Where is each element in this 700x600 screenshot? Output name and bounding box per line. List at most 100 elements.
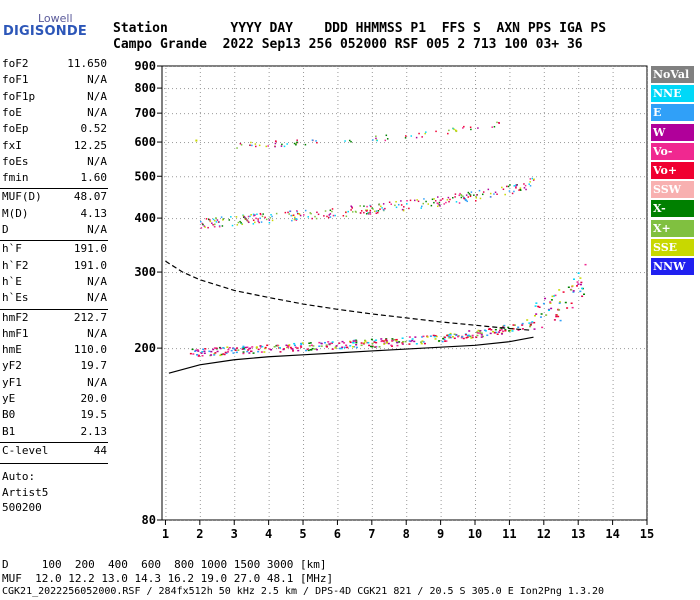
grid-dot (520, 176, 521, 178)
grid-dot (371, 344, 373, 345)
grid-dot (509, 216, 511, 217)
echo-point (384, 339, 387, 342)
grid-dot (612, 84, 614, 85)
grid-dot (272, 113, 273, 115)
grid-dot (572, 218, 573, 220)
echo-point (304, 143, 307, 146)
grid-dot (616, 176, 617, 178)
grid-dot (303, 76, 305, 77)
grid-dot (578, 312, 580, 313)
grid-dot (348, 520, 349, 521)
echo-point (432, 334, 435, 337)
grid-dot (165, 164, 167, 165)
echo-point (195, 139, 198, 142)
grid-dot (288, 176, 289, 178)
grid-dot (496, 66, 497, 67)
echo-point (425, 200, 427, 203)
grid-dot (165, 284, 167, 285)
grid-dot (480, 272, 481, 274)
grid-dot (624, 142, 625, 144)
echo-point (236, 224, 239, 226)
echo-point (208, 218, 211, 221)
grid-dot (440, 500, 442, 501)
grid-dot (543, 244, 545, 245)
echo-point (288, 213, 290, 215)
grid-dot (647, 88, 648, 89)
grid-dot (303, 488, 305, 489)
param-value: N/A (87, 326, 107, 340)
grid-dot (406, 408, 408, 409)
echo-point (259, 212, 262, 215)
grid-dot (406, 316, 408, 317)
grid-dot (509, 340, 511, 341)
grid-dot (268, 440, 270, 441)
echo-point (410, 135, 413, 137)
grid-dot (440, 148, 442, 149)
grid-dot (371, 432, 373, 433)
grid-dot (475, 260, 477, 261)
grid-dot (543, 460, 545, 461)
grid-dot (303, 312, 305, 313)
param-row: h`F2 191.0 (2, 259, 107, 275)
grid-dot (220, 113, 221, 115)
echo-point (364, 340, 367, 342)
grid-dot (612, 140, 614, 141)
grid-dot (543, 284, 545, 285)
grid-dot (303, 384, 305, 385)
grid-dot (337, 200, 339, 201)
grid-dot (337, 388, 339, 389)
grid-dot (165, 368, 167, 369)
echo-point (422, 335, 425, 338)
grid-dot (488, 520, 489, 521)
grid-dot (234, 368, 236, 369)
echo-point (382, 340, 385, 342)
grid-dot (368, 348, 369, 350)
grid-dot (212, 176, 213, 178)
grid-dot (406, 480, 408, 481)
echo-point (453, 128, 455, 131)
grid-dot (578, 268, 580, 269)
echo-point (477, 332, 480, 334)
echo-point (310, 344, 313, 347)
grid-dot (268, 324, 270, 325)
grid-dot (232, 142, 233, 144)
grid-dot (344, 113, 345, 115)
echo-point (470, 191, 473, 193)
grid-dot (234, 512, 236, 513)
grid-dot (165, 352, 167, 353)
grid-dot (428, 272, 429, 274)
grid-dot (512, 88, 513, 90)
grid-dot (509, 208, 511, 209)
grid-dot (578, 316, 580, 317)
echo-point (197, 355, 200, 358)
grid-dot (192, 142, 193, 144)
grid-dot (544, 272, 545, 274)
grid-dot (496, 272, 497, 274)
grid-dot (234, 384, 236, 385)
grid-dot (165, 84, 167, 85)
grid-dot (268, 280, 270, 281)
grid-dot (543, 144, 545, 145)
logo-digisonde: DIGISONDE (3, 24, 87, 39)
grid-dot (371, 396, 373, 397)
grid-dot (440, 296, 442, 297)
echo-point (420, 207, 422, 209)
grid-dot (647, 80, 648, 81)
grid-dot (647, 248, 648, 249)
grid-dot (540, 88, 541, 90)
grid-dot (500, 142, 501, 144)
echo-point (201, 354, 204, 357)
grid-dot (509, 268, 511, 269)
grid-dot (337, 108, 339, 109)
echo-point (570, 302, 573, 305)
grid-dot (371, 404, 373, 405)
grid-dot (406, 124, 408, 125)
echo-point (341, 340, 344, 343)
grid-dot (371, 268, 373, 269)
grid-dot (165, 324, 167, 325)
grid-dot (578, 152, 580, 153)
grid-dot (360, 88, 361, 90)
grid-dot (508, 520, 509, 521)
grid-dot (578, 416, 580, 417)
grid-dot (272, 176, 273, 178)
